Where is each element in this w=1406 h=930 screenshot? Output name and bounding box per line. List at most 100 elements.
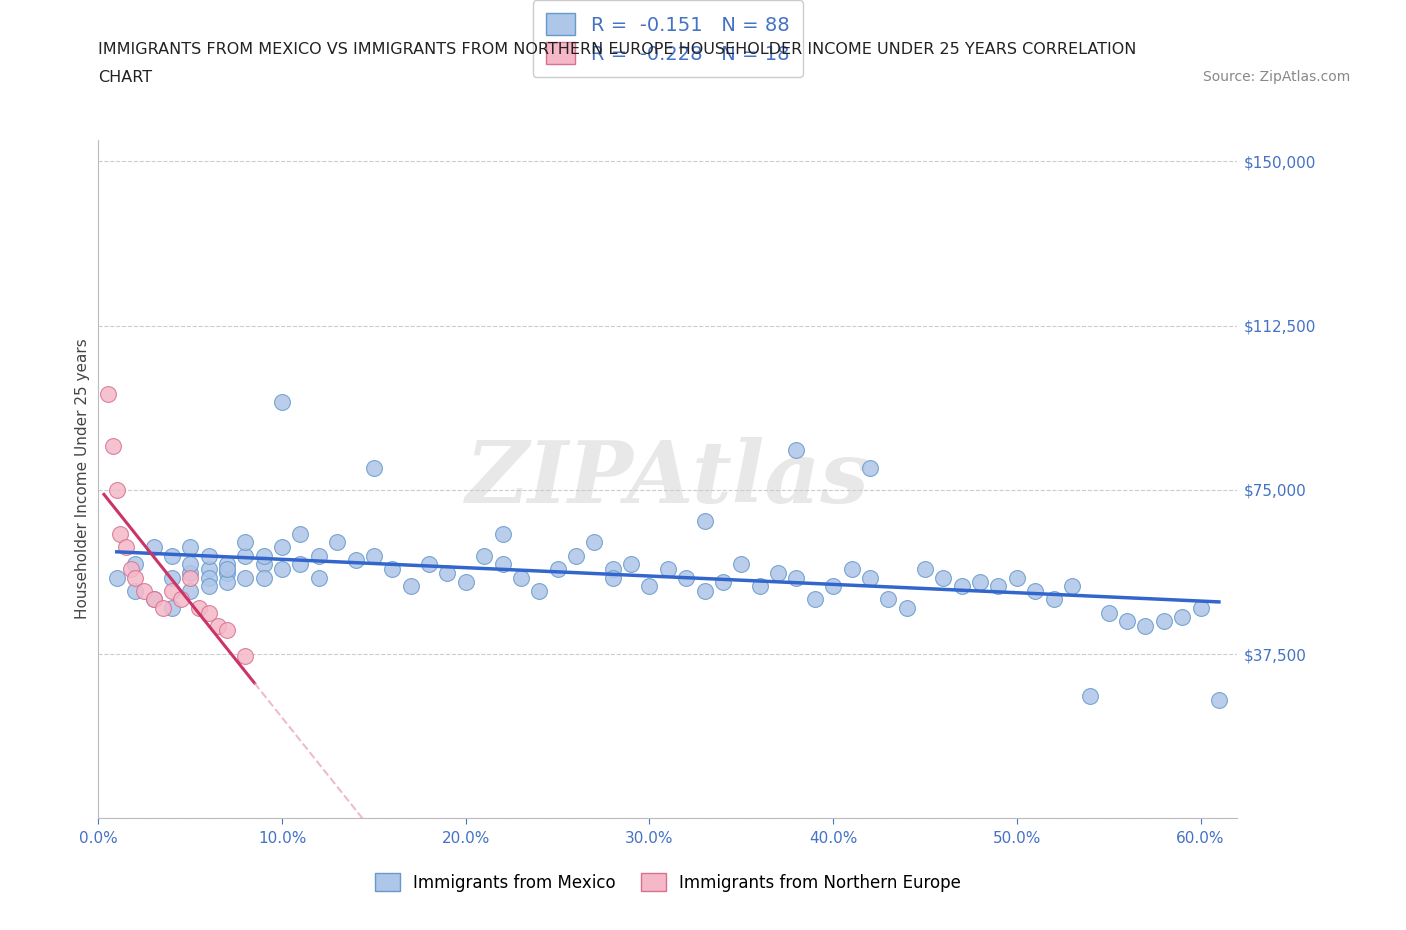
- Point: [547, 562, 569, 577]
- Point: [97, 386, 120, 401]
- Point: [950, 578, 973, 593]
- Point: [969, 575, 991, 590]
- Point: [766, 565, 789, 580]
- Point: [253, 570, 276, 585]
- Point: [381, 562, 404, 577]
- Point: [235, 649, 257, 664]
- Point: [235, 548, 257, 563]
- Point: [235, 535, 257, 550]
- Point: [215, 575, 238, 590]
- Point: [290, 526, 312, 541]
- Point: [748, 578, 770, 593]
- Point: [179, 565, 201, 580]
- Point: [693, 513, 716, 528]
- Point: [859, 460, 882, 475]
- Point: [1042, 592, 1064, 607]
- Point: [253, 548, 276, 563]
- Point: [1060, 578, 1083, 593]
- Point: [454, 575, 477, 590]
- Point: [215, 622, 238, 637]
- Point: [711, 575, 734, 590]
- Point: [124, 583, 146, 598]
- Point: [326, 535, 349, 550]
- Point: [271, 539, 294, 554]
- Point: [509, 570, 531, 585]
- Point: [785, 443, 807, 458]
- Point: [675, 570, 697, 585]
- Text: Source: ZipAtlas.com: Source: ZipAtlas.com: [1202, 70, 1350, 84]
- Point: [290, 557, 312, 572]
- Point: [896, 601, 918, 616]
- Point: [105, 483, 128, 498]
- Point: [693, 583, 716, 598]
- Point: [583, 535, 606, 550]
- Point: [491, 557, 513, 572]
- Point: [142, 539, 165, 554]
- Point: [110, 526, 132, 541]
- Point: [115, 539, 138, 554]
- Point: [101, 439, 124, 454]
- Point: [877, 592, 900, 607]
- Point: [565, 548, 588, 563]
- Point: [197, 562, 219, 577]
- Text: ZIPAtlas: ZIPAtlas: [465, 437, 870, 521]
- Point: [235, 570, 257, 585]
- Point: [170, 592, 193, 607]
- Point: [215, 562, 238, 577]
- Point: [197, 570, 219, 585]
- Point: [121, 562, 143, 577]
- Point: [253, 557, 276, 572]
- Point: [124, 570, 146, 585]
- Point: [124, 557, 146, 572]
- Point: [215, 565, 238, 580]
- Point: [197, 578, 219, 593]
- Point: [841, 562, 863, 577]
- Y-axis label: Householder Income Under 25 years: Householder Income Under 25 years: [75, 339, 90, 619]
- Text: IMMIGRANTS FROM MEXICO VS IMMIGRANTS FROM NORTHERN EUROPE HOUSEHOLDER INCOME UND: IMMIGRANTS FROM MEXICO VS IMMIGRANTS FRO…: [98, 42, 1137, 57]
- Point: [472, 548, 495, 563]
- Point: [1208, 693, 1230, 708]
- Text: CHART: CHART: [98, 70, 152, 85]
- Point: [1189, 601, 1212, 616]
- Point: [188, 601, 211, 616]
- Point: [987, 578, 1010, 593]
- Point: [308, 570, 330, 585]
- Point: [179, 557, 201, 572]
- Point: [1078, 688, 1101, 703]
- Point: [215, 557, 238, 572]
- Point: [160, 548, 183, 563]
- Point: [271, 562, 294, 577]
- Point: [160, 570, 183, 585]
- Point: [859, 570, 882, 585]
- Point: [399, 578, 422, 593]
- Point: [418, 557, 440, 572]
- Point: [134, 583, 156, 598]
- Point: [730, 557, 752, 572]
- Point: [152, 601, 174, 616]
- Point: [1135, 618, 1157, 633]
- Point: [160, 601, 183, 616]
- Point: [179, 539, 201, 554]
- Point: [804, 592, 827, 607]
- Point: [160, 583, 183, 598]
- Point: [363, 548, 385, 563]
- Point: [1116, 614, 1139, 629]
- Point: [823, 578, 845, 593]
- Point: [1098, 605, 1121, 620]
- Point: [785, 570, 807, 585]
- Point: [271, 395, 294, 410]
- Point: [491, 526, 513, 541]
- Point: [344, 552, 367, 567]
- Point: [932, 570, 955, 585]
- Point: [363, 460, 385, 475]
- Point: [1005, 570, 1028, 585]
- Point: [105, 570, 128, 585]
- Point: [308, 548, 330, 563]
- Point: [436, 565, 458, 580]
- Point: [142, 592, 165, 607]
- Point: [179, 583, 201, 598]
- Point: [142, 592, 165, 607]
- Point: [914, 562, 936, 577]
- Point: [197, 605, 219, 620]
- Point: [602, 570, 624, 585]
